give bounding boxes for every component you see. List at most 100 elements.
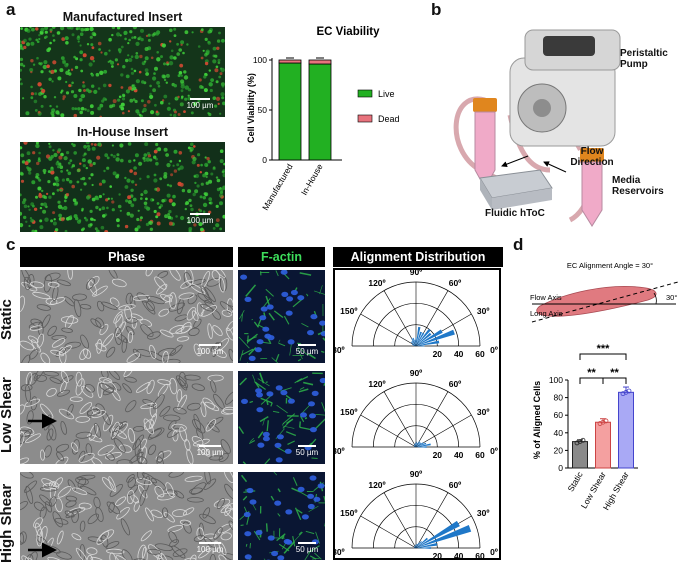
- polar-radial-tick: 40: [454, 551, 464, 560]
- factin-texture-high-shear: [238, 472, 325, 560]
- phase-header: Phase: [20, 247, 233, 267]
- aligned-data-point: [620, 391, 626, 397]
- sig-static-high-bracket: [579, 353, 627, 360]
- reservoir-right-cap: [580, 148, 604, 162]
- pump-screen: [543, 36, 595, 56]
- polar-bar: [416, 525, 472, 548]
- alignment-polar-plots: 90º 120º 60º 150º 30º 180º 0º 20 40 60 90º 120º 60º 1…: [327, 267, 498, 561]
- aligned-data-point: [580, 437, 586, 443]
- reservoir-left-cap: [473, 98, 497, 112]
- scale-bar-phase-high: 100 µm: [190, 542, 230, 554]
- polar-plot-static: 90º 120º 60º 150º 30º 180º 0º 20 40 60: [327, 267, 498, 359]
- aligned-data-point: [577, 439, 583, 444]
- polar-bar: [415, 442, 417, 447]
- scale-bar-phase-static-label: 100 µm: [196, 347, 224, 356]
- polar-bar: [414, 445, 416, 447]
- htoc-chip-side: [480, 178, 492, 210]
- polar-bar: [414, 546, 416, 548]
- polar-angle-label: 150º: [340, 306, 357, 316]
- polar-radial-tick: 40: [454, 450, 464, 460]
- polar-angle-label: 60º: [449, 480, 462, 490]
- aligned-bar-static: [572, 441, 588, 469]
- polar-angle-label: 120º: [368, 480, 385, 490]
- legend-swatch-live: [357, 89, 373, 98]
- viability-y-tick: 100: [253, 55, 267, 65]
- viability-bar-dead: [308, 59, 332, 65]
- panel-d-label: d: [513, 235, 524, 254]
- sig-static-low-label: **: [587, 367, 596, 379]
- polar-bar: [411, 338, 416, 346]
- aligned-data-point: [600, 419, 606, 425]
- polar-bar: [416, 345, 425, 347]
- polar-radial-tick: 20: [433, 551, 443, 560]
- polar-angle-label: 30º: [477, 306, 490, 316]
- long-axis-line: [531, 281, 679, 323]
- peristaltic-pump-label: Peristaltic Pump: [620, 48, 668, 70]
- polar-bar: [416, 329, 443, 346]
- polar-angle-label: 120º: [368, 379, 385, 389]
- polar-bar: [414, 546, 416, 548]
- factin-header: F-actin: [238, 247, 325, 267]
- row-label-low-shear: Low Shear: [0, 377, 15, 453]
- polar-bar: [416, 331, 422, 346]
- angle-arc: [653, 292, 657, 305]
- polar-bar: [416, 443, 431, 447]
- scale-bar-factin-low-label: 50 µm: [295, 448, 319, 457]
- polar-radial-tick: 20: [433, 450, 443, 460]
- polar-bar: [412, 337, 416, 346]
- legend-swatch-dead: [357, 114, 373, 123]
- polar-bar: [416, 332, 432, 346]
- polar-bar: [416, 329, 455, 346]
- viability-y-label: Cell Viability (%): [246, 73, 256, 143]
- scale-bar-phase-low: 100 µm: [190, 445, 230, 457]
- polar-bar: [414, 444, 416, 447]
- polar-angle-label: 180º: [335, 547, 345, 557]
- polar-bar: [416, 332, 425, 346]
- polar-bar: [413, 444, 416, 447]
- polar-bar: [416, 543, 418, 548]
- phase-image-high-shear: 100 µm: [20, 472, 233, 560]
- polar-radial-tick: 60: [475, 551, 485, 560]
- viability-chart: EC Viability Cell Viability (%) 0 50 100 Ma…: [246, 26, 400, 212]
- alignment-header: Alignment Distribution: [333, 247, 503, 267]
- phase-texture-low-shear: [20, 371, 233, 464]
- factin-image-static: 50 µm: [238, 270, 325, 363]
- polar-angle-label: 60º: [449, 278, 462, 288]
- aligned-y-tick: 0: [558, 463, 563, 473]
- legend-label-dead: Dead: [378, 114, 400, 124]
- aligned-y-tick: 60: [554, 410, 564, 420]
- aligned-x-tick: Static: [565, 469, 585, 493]
- polar-angle-label: 150º: [340, 407, 357, 417]
- scale-bar-factin-low: 50 µm: [290, 445, 324, 457]
- inhouse-viability-image: 100 µm: [20, 142, 225, 232]
- viability-y-tick: 50: [258, 105, 268, 115]
- factin-image-low-shear: 50 µm: [238, 371, 325, 464]
- factin-image-high-shear: 50 µm: [238, 472, 325, 560]
- polar-plot-high-shear: 90º 120º 60º 150º 30º 180º 0º 20 40 60: [327, 469, 498, 561]
- media-reservoirs-label: Media Reservoirs: [612, 175, 664, 197]
- viability-x-tick: Manufactured: [260, 162, 295, 212]
- polar-bar: [416, 446, 427, 448]
- row-label-high-shear: High Shear: [0, 483, 15, 563]
- polar-bar: [415, 442, 416, 447]
- polar-bar: [416, 442, 427, 447]
- flow-arrow-1: [501, 155, 529, 168]
- angle-value-label: 30°: [666, 293, 677, 302]
- aligned-bar-low-shear: [595, 421, 611, 469]
- polar-bar: [416, 442, 424, 447]
- flow-axis-label: Flow Axis: [530, 293, 562, 302]
- flow-arrow-2: [543, 161, 567, 173]
- polar-bar: [416, 541, 422, 548]
- cell-shape: [536, 286, 657, 317]
- polar-bar: [414, 546, 416, 548]
- polar-angle-label: 150º: [340, 508, 357, 518]
- polar-bar: [414, 443, 416, 447]
- phase-texture-static: [20, 270, 233, 363]
- polar-bar: [416, 520, 460, 548]
- factin-texture-low-shear: [238, 371, 325, 464]
- polar-plot-low-shear: 90º 120º 60º 150º 30º 180º 0º 20 40 60: [327, 368, 498, 460]
- polar-angle-label: 90º: [410, 469, 423, 479]
- polar-angle-label: 90º: [410, 368, 423, 378]
- polar-angle-label: 60º: [449, 379, 462, 389]
